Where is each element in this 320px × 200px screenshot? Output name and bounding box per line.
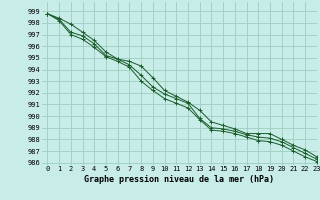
X-axis label: Graphe pression niveau de la mer (hPa): Graphe pression niveau de la mer (hPa) — [84, 175, 274, 184]
